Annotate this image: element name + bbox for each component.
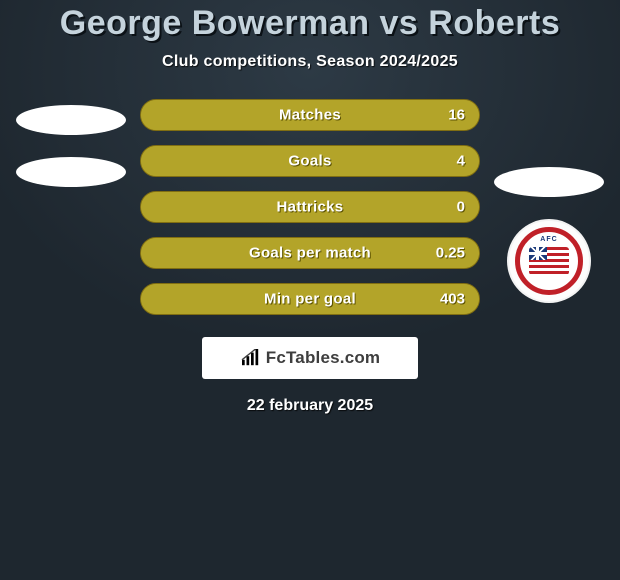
left-player-badge-placeholder-1: [16, 105, 126, 135]
stat-bar: Min per goal 403: [140, 283, 480, 315]
snapshot-date: 22 february 2025: [247, 397, 373, 415]
right-club-crest: AFC: [507, 219, 591, 303]
stat-bar-label: Goals per match: [249, 245, 371, 262]
stat-bar-value-right: 0: [457, 199, 465, 216]
club-crest-flag-icon: [529, 247, 569, 275]
right-player-badge-placeholder: [494, 167, 604, 197]
stat-bar-label: Matches: [279, 107, 341, 124]
stat-bar-value-right: 16: [448, 107, 465, 124]
club-crest-ring: AFC: [515, 227, 583, 295]
comparison-row: Matches 16 Goals 4 Hattricks 0 Goals per match…: [0, 99, 620, 315]
attribution-badge: FcTables.com: [202, 337, 418, 379]
stat-bar-label: Min per goal: [264, 291, 356, 308]
subtitle: Club competitions, Season 2024/2025: [162, 53, 458, 71]
stat-bar: Goals per match 0.25: [140, 237, 480, 269]
stat-bar: Matches 16: [140, 99, 480, 131]
stat-bar-value-right: 403: [440, 291, 465, 308]
stat-bar-label: Goals: [288, 153, 331, 170]
right-player-column: AFC: [494, 99, 604, 303]
stat-bar: Goals 4: [140, 145, 480, 177]
stat-bars: Matches 16 Goals 4 Hattricks 0 Goals per match…: [140, 99, 480, 315]
stat-bar: Hattricks 0: [140, 191, 480, 223]
bar-chart-icon: [240, 349, 262, 367]
attribution-text: FcTables.com: [266, 348, 381, 368]
left-player-column: [16, 99, 126, 187]
club-crest-text: AFC: [520, 236, 578, 243]
infographic-content: George Bowerman vs Roberts Club competit…: [0, 0, 620, 580]
stat-bar-value-right: 0.25: [436, 245, 465, 262]
stat-bar-value-right: 4: [457, 153, 465, 170]
page-title: George Bowerman vs Roberts: [60, 4, 560, 43]
left-club-badge-placeholder: [16, 157, 126, 187]
stat-bar-label: Hattricks: [277, 199, 344, 216]
